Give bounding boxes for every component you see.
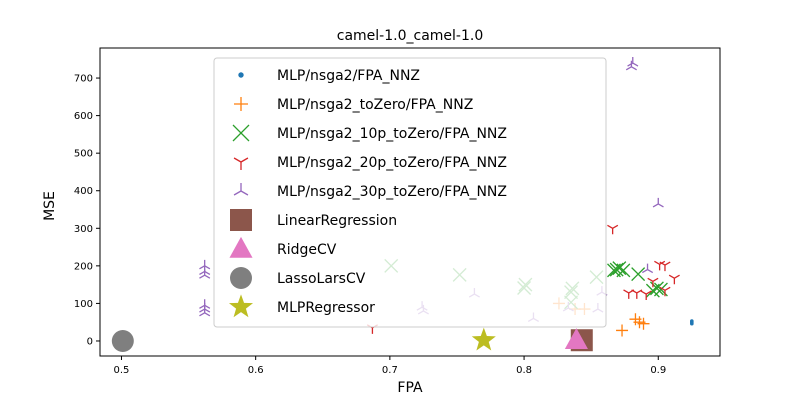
legend-marker-1 [234, 97, 248, 111]
point-3-7 [659, 261, 671, 272]
point-1-0 [616, 324, 629, 337]
x-axis-label: FPA [397, 380, 423, 396]
point-4-8 [652, 197, 664, 208]
y-tick-label: 200 [74, 261, 93, 272]
legend-marker-6 [229, 236, 253, 258]
plot-frame [99, 47, 721, 357]
x-tick-label: 0.9 [650, 365, 666, 376]
x-tick-label: 0.7 [382, 365, 398, 376]
legend-label-8: MLPRegressor [277, 300, 375, 316]
legend-label-1: MLP/nsga2_toZero/FPA_NNZ [277, 97, 473, 113]
axis-ticks: 0.5 0.6 0.7 0.8 0.9 0 100 200 300 400 500 600 700 [74, 74, 666, 376]
y-tick-label: 500 [74, 149, 93, 160]
y-tick-label: 700 [74, 74, 93, 85]
point-0-2 [690, 319, 694, 323]
legend-label-7: LassoLarsCV [277, 271, 366, 287]
legend-label-2: MLP/nsga2_10p_toZero/FPA_NNZ [277, 126, 507, 142]
point-3-5 [647, 277, 659, 288]
legend-marker-0 [238, 72, 244, 78]
point-4-5 [199, 306, 211, 317]
point-2-4 [631, 267, 646, 282]
point-2-1 [612, 261, 627, 276]
point-3-3 [631, 289, 643, 299]
point-3-9 [659, 286, 671, 297]
y-tick-label: 600 [74, 111, 93, 122]
legend-label-4: MLP/nsga2_30p_toZero/FPA_NNZ [277, 184, 507, 200]
point-7-0 [111, 329, 134, 352]
legend-label-6: RidgeCV [277, 242, 337, 258]
point-1-3 [637, 317, 650, 330]
point-4-9 [641, 263, 654, 274]
legend-label-0: MLP/nsga2/FPA_NNZ [277, 68, 420, 84]
y-tick-label: 100 [74, 299, 93, 310]
point-2-3 [616, 263, 631, 278]
point-3-4 [640, 290, 652, 301]
point-2-2 [609, 262, 624, 277]
legend-box [213, 57, 607, 328]
point-3-8 [668, 274, 680, 285]
x-tick-label: 0.5 [114, 365, 130, 376]
y-tick-label: 400 [74, 186, 93, 197]
legend-marker-8 [228, 294, 254, 318]
legend-marker-3 [233, 157, 249, 170]
point-6-0 [564, 328, 588, 350]
y-tick-label: 300 [74, 224, 93, 235]
legend-label-5: LinearRegression [277, 213, 397, 229]
point-4-0 [199, 259, 211, 270]
point-4-7 [627, 57, 639, 67]
legend-marker-4 [233, 183, 249, 196]
legend: MLP/nsga2/FPA_NNZ MLP/nsga2_toZero/FPA_NN… [213, 57, 607, 328]
legend-marker-5 [230, 209, 252, 231]
chart-title: camel-1.0_camel-1.0 [337, 28, 483, 44]
point-3-0 [607, 224, 619, 235]
x-tick-label: 0.6 [248, 365, 264, 376]
point-4-2 [199, 269, 211, 279]
legend-marker-2 [232, 124, 250, 142]
y-tick-label: 0 [87, 336, 93, 347]
point-8-0 [471, 327, 496, 351]
legend-label-3: MLP/nsga2_20p_toZero/FPA_NNZ [277, 155, 507, 171]
legend-marker-7 [230, 267, 252, 289]
x-tick-label: 0.8 [516, 365, 532, 376]
y-axis-label: MSE [42, 191, 58, 221]
